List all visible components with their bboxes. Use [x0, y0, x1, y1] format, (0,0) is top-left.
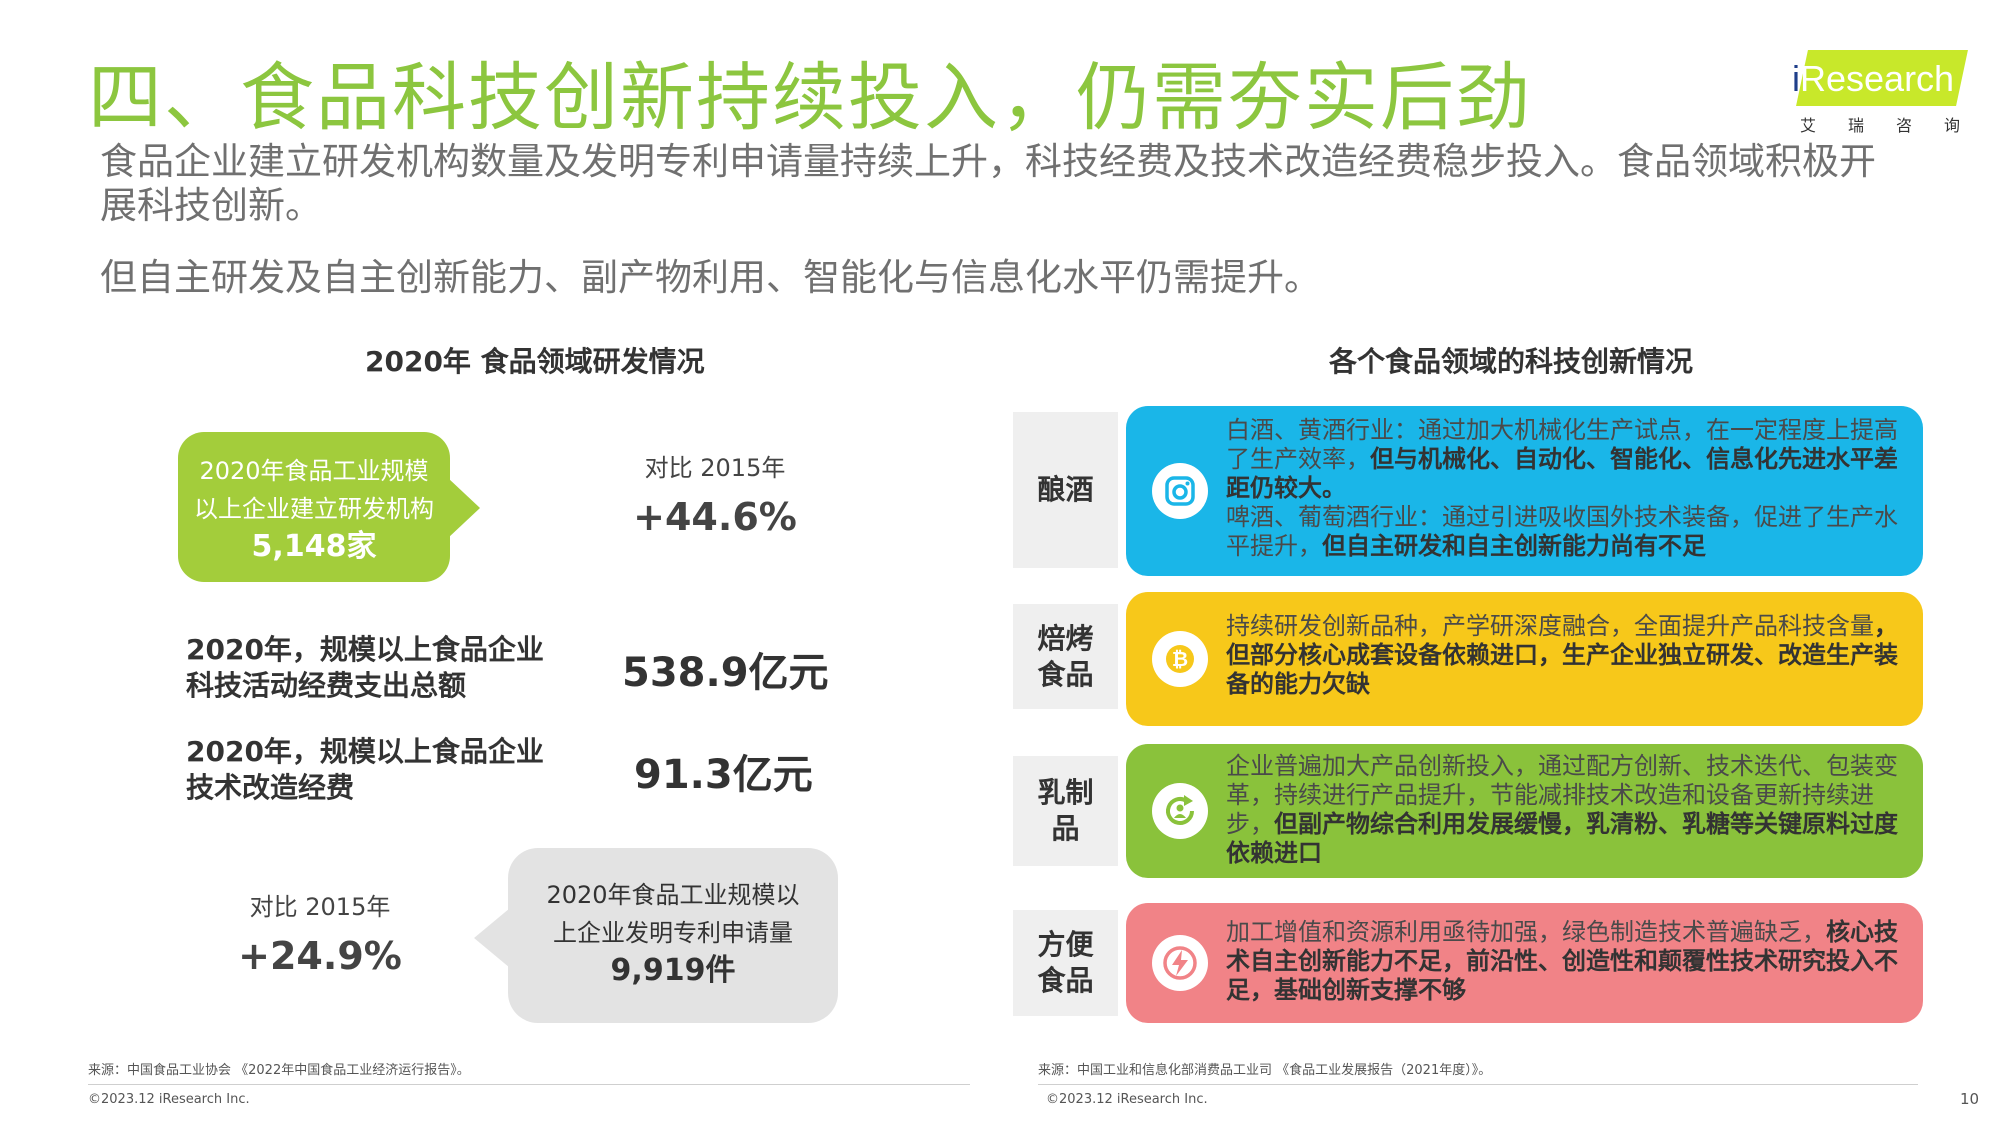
convenience-bold-1: 核心技术自主创新能力不足，前沿性、创造性和颠覆性技术研究投入不足，基础创新支撑不… — [1226, 918, 1898, 1004]
intro-paragraph-1: 食品企业建立研发机构数量及发明专利申请量持续上升，科技经费及技术改造经费稳步投入… — [100, 140, 1876, 227]
left-section-title: 2020年 食品领域研发情况 — [365, 345, 705, 378]
card-dairy-text: 企业普遍加大产品创新投入，通过配方创新、技术迭代、包装变革，持续进行产品提升，节… — [1226, 752, 1905, 868]
rd-bubble-line2: 以上企业建立研发机构 — [194, 495, 434, 523]
stat-value-rd-spending: 538.9亿元 — [622, 650, 829, 696]
card-bakery-text: 持续研发创新品种，产学研深度融合，全面提升产品科技含量，但部分核心成套设备依赖进… — [1226, 612, 1905, 699]
patent-compare-value: +24.9% — [238, 934, 402, 978]
rd-compare-value: +44.6% — [633, 495, 797, 539]
logo-i: i — [1792, 58, 1800, 99]
intro-paragraph-2: 但自主研发及自主创新能力、副产物利用、智能化与信息化水平仍需提升。 — [100, 256, 1321, 299]
logo-research: Research — [1800, 58, 1955, 99]
category-bakery: 焙烤食品 — [1013, 604, 1118, 709]
iresearch-logo: iResearch 艾 瑞 咨 询 — [1792, 50, 1968, 135]
category-liquor: 酿酒 — [1013, 412, 1118, 568]
dairy-text-1: 企业普遍加大产品创新投入，通过配方创新、技术迭代、包装变革，持续进行产品提升，节… — [1226, 752, 1898, 838]
rd-institutions-bubble: 2020年食品工业规模 以上企业建立研发机构 5,148家 — [178, 432, 480, 582]
page-number: 10 — [1960, 1090, 1980, 1108]
rd-compare: 对比 2015年 +44.6% — [600, 448, 830, 539]
category-bakery-label: 焙烤食品 — [1037, 621, 1094, 691]
patent-bubble-line2: 上企业发明专利申请量 — [553, 919, 793, 947]
bitcoin-icon: ₿ — [1152, 631, 1208, 687]
patent-compare-label: 对比 2015年 — [249, 893, 391, 921]
bakery-bold-1: ，但部分核心成套设备依赖进口，生产企业独立研发、改造生产装备的能力欠缺 — [1226, 612, 1898, 698]
refresh-person-icon — [1152, 783, 1208, 839]
patent-bubble-line1: 2020年食品工业规模以 — [546, 881, 800, 909]
dairy-bold-1: 但副产物综合利用发展缓慢，乳清粉、乳糖等关键原料过度依赖进口 — [1226, 810, 1898, 867]
instagram-icon — [1152, 463, 1208, 519]
stat-label-tech-transform: 2020年，规模以上食品企业技术改造经费 — [186, 735, 544, 804]
card-bakery: ₿ 持续研发创新品种，产学研深度融合，全面提升产品科技含量，但部分核心成套设备依… — [1126, 592, 1923, 726]
card-convenience: 加工增值和资源利用亟待加强，绿色制造技术普遍缺乏，核心技术自主创新能力不足，前沿… — [1126, 903, 1923, 1023]
category-dairy: 乳制品 — [1013, 756, 1118, 866]
right-section-title: 各个食品领域的科技创新情况 — [1329, 345, 1694, 378]
left-source: 来源：中国食品工业协会 《2022年中国食品工业经济运行报告》。 — [88, 1063, 470, 1078]
footer-divider-left — [88, 1084, 970, 1085]
category-convenience: 方便食品 — [1013, 910, 1118, 1016]
card-dairy: 企业普遍加大产品创新投入，通过配方创新、技术迭代、包装变革，持续进行产品提升，节… — [1126, 744, 1923, 878]
page-title: 四、食品科技创新持续投入，仍需夯实后劲 — [88, 55, 1532, 141]
rd-bubble-line1: 2020年食品工业规模 — [199, 457, 429, 485]
logo-sub-char: 询 — [1943, 116, 1960, 135]
rd-compare-label: 对比 2015年 — [644, 454, 786, 482]
liquor-text-2: 啤酒、葡萄酒行业：通过引进吸收国外技术装备，促进了生产水平提升， — [1226, 503, 1898, 560]
logo-subtitle: 艾 瑞 咨 询 — [1800, 112, 1960, 136]
logo-wordmark: iResearch — [1792, 58, 1954, 100]
logo-sub-char: 艾 — [1800, 116, 1817, 135]
stat-value-tech-transform: 91.3亿元 — [634, 752, 813, 798]
card-liquor-text: 白酒、黄酒行业：通过加大机械化生产试点，在一定程度上提高了生产效率，但与机械化、… — [1226, 416, 1905, 561]
patent-applications-bubble: 2020年食品工业规模以 上企业发明专利申请量 9,919件 — [474, 848, 838, 1023]
logo-sub-char: 瑞 — [1847, 116, 1864, 135]
liquor-bold-2: 但自主研发和自主创新能力尚有不足 — [1322, 532, 1706, 560]
right-source: 来源：中国工业和信息化部消费品工业司 《食品工业发展报告（2021年度）》。 — [1038, 1063, 1492, 1078]
svg-text:₿: ₿ — [1172, 647, 1188, 671]
card-convenience-text: 加工增值和资源利用亟待加强，绿色制造技术普遍缺乏，核心技术自主创新能力不足，前沿… — [1226, 918, 1905, 1005]
liquor-bold-1: 但与机械化、自动化、智能化、信息化先进水平差距仍较大。 — [1226, 445, 1898, 502]
logo-sub-char: 咨 — [1895, 116, 1912, 135]
convenience-text-1: 加工增值和资源利用亟待加强，绿色制造技术普遍缺乏， — [1226, 918, 1826, 946]
patent-bubble-value: 9,919件 — [610, 953, 736, 988]
category-convenience-label: 方便食品 — [1037, 928, 1094, 997]
lightning-icon — [1152, 935, 1208, 991]
footer-divider-right — [1038, 1084, 1918, 1085]
copyright-left: ©2023.12 iResearch Inc. — [88, 1092, 250, 1107]
copyright-right: ©2023.12 iResearch Inc. — [1046, 1092, 1208, 1107]
bakery-text-1: 持续研发创新品种，产学研深度融合，全面提升产品科技含量 — [1226, 612, 1874, 640]
card-liquor: 白酒、黄酒行业：通过加大机械化生产试点，在一定程度上提高了生产效率，但与机械化、… — [1126, 406, 1923, 576]
liquor-text-1: 白酒、黄酒行业：通过加大机械化生产试点，在一定程度上提高了生产效率， — [1226, 416, 1898, 473]
patent-compare: 对比 2015年 +24.9% — [205, 887, 435, 978]
category-dairy-label: 乳制品 — [1037, 776, 1094, 845]
stat-label-rd-spending: 2020年，规模以上食品企业科技活动经费支出总额 — [186, 633, 544, 702]
rd-bubble-value: 5,148家 — [251, 529, 377, 564]
